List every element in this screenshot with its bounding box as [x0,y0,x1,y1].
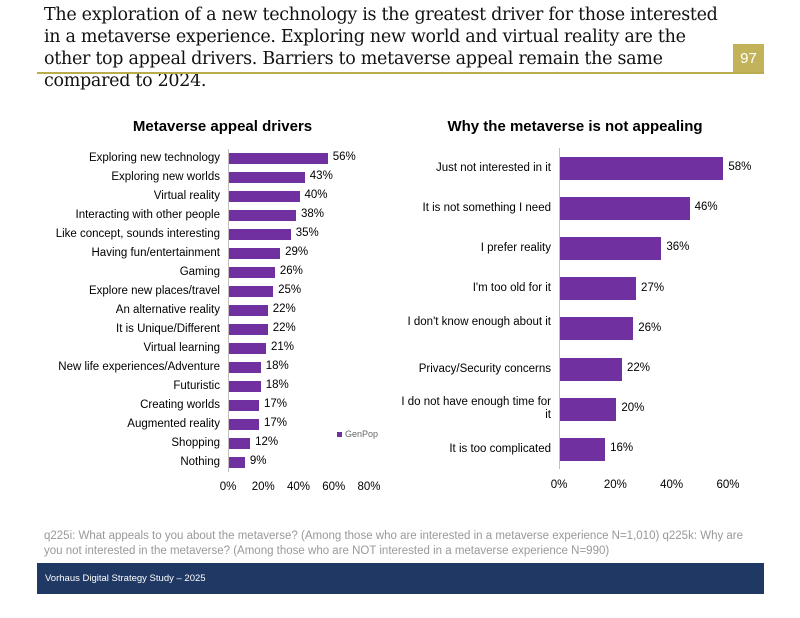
data-label: 18% [265,379,289,391]
data-label: 12% [255,436,279,448]
category-label: I'm too old for it [472,282,551,295]
category-label: Virtual learning [143,341,220,354]
category-label: It is not something I need [422,201,552,214]
headline: The exploration of a new technology is t… [44,5,718,91]
data-label: 22% [626,362,650,374]
data-label: 17% [263,417,287,429]
category-label: Creating worlds [140,398,220,411]
x-tick-label: 0% [219,481,237,493]
bar [560,317,634,341]
category-label: Nothing [180,455,220,468]
bar [560,437,606,461]
bar [229,323,268,335]
category-label: Augmented reality [127,417,220,430]
data-label: 56% [332,151,356,163]
x-tick-label: 0% [550,479,568,491]
bar [229,209,296,221]
x-tick-label: 20% [251,481,275,493]
data-label: 40% [304,189,328,201]
bar [229,152,328,164]
data-label: 21% [271,341,295,353]
data-label: 43% [309,170,333,182]
bar [560,357,622,381]
bar [229,342,266,354]
bar [229,380,261,392]
data-label: 25% [278,284,302,296]
footer-text: Vorhaus Digital Strategy Study – 2025 [45,573,206,584]
data-label: 22% [272,303,296,315]
category-label: Privacy/Security concerns [418,362,551,375]
data-label: 29% [285,246,309,258]
bar [229,399,259,411]
category-label: I don't know enough about it [407,315,552,328]
bar [560,397,617,421]
chart-title: Metaverse appeal drivers [132,118,313,135]
category-label: I do not have enough time for it [401,396,551,422]
category-label: Shopping [171,436,220,449]
x-tick-label: 20% [603,479,627,491]
bar [560,196,690,220]
category-label: Interacting with other people [75,208,220,221]
bar [229,437,251,449]
category-label: It is Unique/Different [116,322,220,335]
bar [229,418,259,430]
category-label: New life experiences/Adventure [58,360,220,373]
data-label: 46% [694,201,718,214]
category-label: Exploring new worlds [111,170,220,183]
x-tick-label: 60% [716,479,740,491]
bar [560,236,662,260]
x-tick-label: 40% [660,479,684,491]
category-label: Like concept, sounds interesting [55,227,220,240]
x-tick-label: 60% [322,481,346,493]
data-label: 26% [638,321,662,334]
bar [560,277,637,301]
bar [560,156,724,180]
legend: GenPop [337,429,378,439]
footnote: q225i: What appeals to you about the met… [44,530,744,557]
title-rule [37,72,764,74]
bar [229,266,275,278]
category-label: It is too complicated [449,442,551,455]
bar [229,190,300,202]
data-label: 17% [263,398,287,410]
data-label: 26% [279,265,303,277]
data-label: 38% [300,208,324,220]
data-label: 18% [265,360,289,372]
category-label: Having fun/entertainment [91,246,221,259]
bar [229,247,281,259]
y-axis-line [559,147,560,470]
data-label: 58% [728,161,752,173]
bar [229,361,261,373]
data-label: 22% [272,322,296,334]
x-tick-label: 80% [357,481,381,493]
data-label: 9% [249,455,267,467]
y-axis-line [228,148,229,472]
chart-title: Why the metaverse is not appealing [447,118,703,135]
category-label: Futuristic [173,379,220,392]
category-label: I prefer reality [480,241,551,254]
bar [229,228,291,240]
bar [229,171,305,183]
category-label: Explore new places/travel [88,284,220,297]
category-label: Gaming [179,265,220,278]
data-label: 35% [295,227,319,239]
legend-label: GenPop [345,429,379,439]
data-label: 27% [641,281,665,294]
category-label: An alternative reality [115,303,220,316]
category-label: Exploring new technology [88,151,220,164]
page-number: 97 [733,44,764,73]
category-label: Just not interested in it [435,161,551,174]
bar [229,285,274,297]
bar [229,304,268,316]
data-label: 20% [621,402,645,415]
x-tick-label: 40% [286,481,311,493]
data-label: 36% [666,241,690,254]
bar [229,456,245,468]
category-label: Virtual reality [153,189,220,202]
footer-bar: Vorhaus Digital Strategy Study – 2025 [37,563,764,594]
legend-swatch [337,432,342,438]
data-label: 16% [610,442,634,455]
